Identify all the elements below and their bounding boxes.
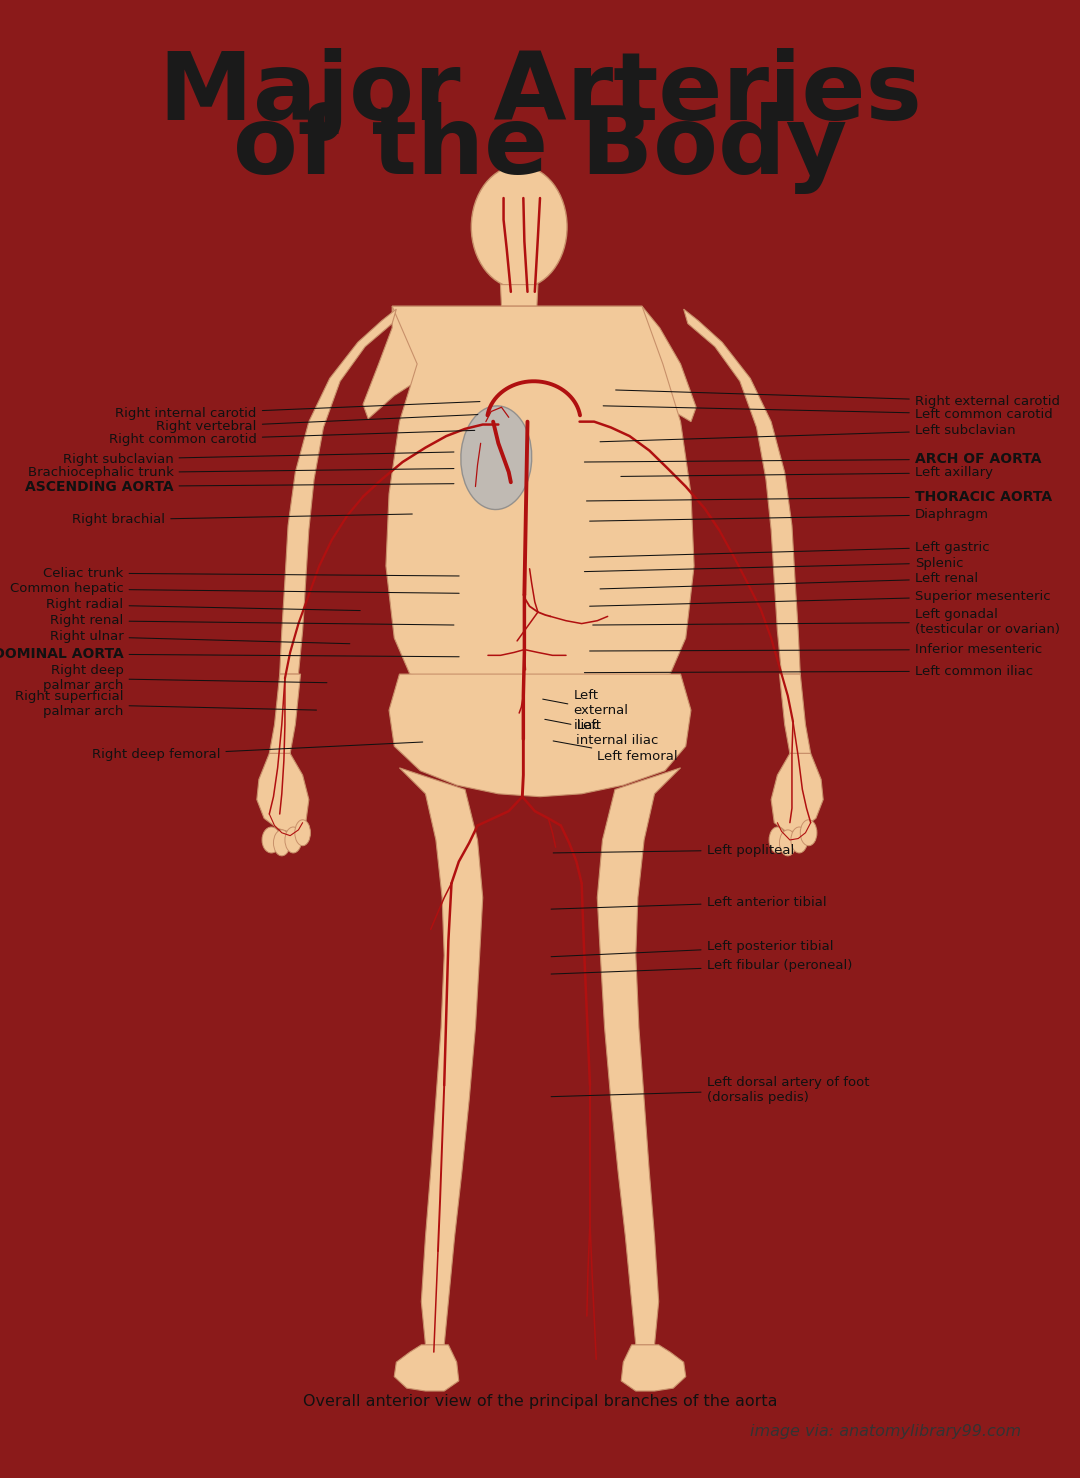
- Text: Brachiocephalic trunk: Brachiocephalic trunk: [28, 467, 454, 479]
- Text: Left
external
iliac: Left external iliac: [543, 689, 629, 732]
- Polygon shape: [363, 306, 697, 421]
- Text: Left popliteal: Left popliteal: [553, 844, 794, 857]
- Text: Left renal: Left renal: [600, 572, 977, 588]
- Ellipse shape: [791, 828, 808, 853]
- Text: Superior mesenteric: Superior mesenteric: [590, 590, 1051, 606]
- Ellipse shape: [285, 828, 301, 853]
- Text: Major Arteries: Major Arteries: [159, 47, 921, 140]
- Text: Right ulnar: Right ulnar: [50, 630, 350, 644]
- Text: Inferior mesenteric: Inferior mesenteric: [590, 643, 1042, 656]
- Text: Left anterior tibial: Left anterior tibial: [551, 896, 826, 909]
- Text: Left gonadal
(testicular or ovarian): Left gonadal (testicular or ovarian): [593, 607, 1059, 636]
- Text: ARCH OF AORTA: ARCH OF AORTA: [584, 452, 1041, 466]
- Text: Left axillary: Left axillary: [621, 467, 993, 479]
- Text: THORACIC AORTA: THORACIC AORTA: [586, 489, 1052, 504]
- Text: Left common iliac: Left common iliac: [584, 665, 1032, 678]
- Text: Overall anterior view of the principal branches of the aorta: Overall anterior view of the principal b…: [302, 1394, 778, 1409]
- Ellipse shape: [800, 820, 816, 845]
- Polygon shape: [684, 309, 800, 674]
- Text: Left gastric: Left gastric: [590, 541, 989, 557]
- Text: Right deep femoral: Right deep femoral: [92, 742, 422, 761]
- Text: Right vertebral: Right vertebral: [157, 414, 477, 433]
- Ellipse shape: [273, 829, 291, 856]
- Polygon shape: [269, 674, 300, 754]
- Text: Right radial: Right radial: [46, 599, 361, 612]
- Text: Left
internal iliac: Left internal iliac: [544, 720, 659, 748]
- Polygon shape: [780, 674, 811, 754]
- Text: Diaphragm: Diaphragm: [590, 508, 989, 522]
- Polygon shape: [386, 306, 694, 704]
- Text: Left subclavian: Left subclavian: [600, 424, 1015, 442]
- Polygon shape: [257, 754, 309, 832]
- Text: Left femoral: Left femoral: [553, 740, 678, 763]
- Text: Left dorsal artery of foot
(dorsalis pedis): Left dorsal artery of foot (dorsalis ped…: [551, 1076, 869, 1104]
- Text: Common hepatic: Common hepatic: [10, 582, 459, 596]
- Text: Splenic: Splenic: [584, 557, 963, 572]
- Polygon shape: [394, 1345, 459, 1391]
- Text: Right deep
palmar arch: Right deep palmar arch: [43, 665, 327, 692]
- Text: Right superficial
palmar arch: Right superficial palmar arch: [15, 690, 316, 718]
- Text: Right brachial: Right brachial: [72, 513, 413, 526]
- Ellipse shape: [471, 166, 567, 288]
- Ellipse shape: [262, 828, 281, 853]
- Polygon shape: [400, 769, 483, 1345]
- Polygon shape: [597, 769, 680, 1345]
- Text: image via: anatomylibrary99.com: image via: anatomylibrary99.com: [750, 1423, 1021, 1440]
- Polygon shape: [500, 285, 538, 306]
- Text: Right internal carotid: Right internal carotid: [116, 402, 480, 420]
- Polygon shape: [389, 674, 691, 797]
- Ellipse shape: [780, 829, 796, 856]
- Ellipse shape: [769, 828, 786, 853]
- Text: Celiac trunk: Celiac trunk: [43, 566, 459, 579]
- Text: Right common carotid: Right common carotid: [109, 430, 475, 446]
- Text: Right renal: Right renal: [51, 615, 454, 627]
- Text: Left posterior tibial: Left posterior tibial: [551, 940, 833, 956]
- Text: of the Body: of the Body: [233, 102, 847, 194]
- Polygon shape: [280, 309, 396, 674]
- Polygon shape: [621, 1345, 686, 1391]
- Ellipse shape: [461, 406, 531, 510]
- Text: Right subclavian: Right subclavian: [63, 452, 454, 466]
- Text: ABDOMINAL AORTA: ABDOMINAL AORTA: [0, 647, 459, 661]
- Text: Left fibular (peroneal): Left fibular (peroneal): [551, 959, 852, 974]
- Ellipse shape: [295, 820, 310, 845]
- Polygon shape: [771, 754, 823, 832]
- Text: Left common carotid: Left common carotid: [603, 406, 1053, 421]
- Text: Right external carotid: Right external carotid: [616, 390, 1059, 408]
- Text: ASCENDING AORTA: ASCENDING AORTA: [25, 479, 454, 494]
